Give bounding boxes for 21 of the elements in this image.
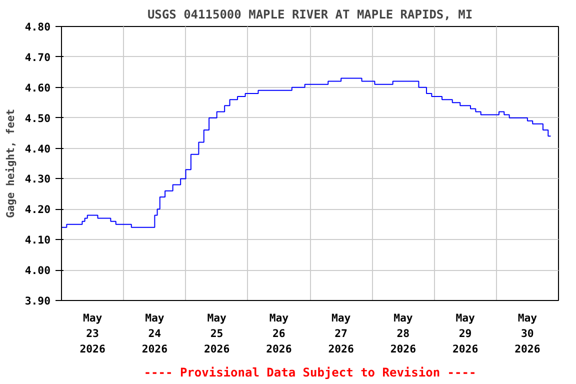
y-tick-label: 4.20: [24, 203, 51, 216]
chart-title: USGS 04115000 MAPLE RIVER AT MAPLE RAPIDS, MI: [147, 8, 473, 22]
y-tick-label: 4.00: [24, 264, 51, 278]
y-axis-title: Gage height, feet: [4, 108, 17, 218]
x-tick-label: May 25 2026: [204, 312, 230, 356]
y-tick-label: 4.70: [24, 50, 51, 64]
y-tick-label: 4.10: [24, 234, 51, 247]
x-tick-label: May 23 2026: [80, 312, 106, 356]
x-tick-label: May 27 2026: [328, 312, 354, 356]
y-tick-label: 4.80: [24, 20, 51, 34]
text: ---- Provisional Data Subject to Revision ----: [144, 366, 476, 380]
x-tick-label: May 30 2026: [514, 312, 540, 356]
y-tick-label: 3.90: [24, 294, 51, 308]
x-tick-label: May 28 2026: [390, 312, 416, 356]
y-tick-label: 4.50: [24, 112, 51, 125]
x-tick-label: May 29 2026: [452, 312, 478, 356]
y-tick-label: 4.30: [24, 172, 51, 186]
y-tick-label: 4.60: [24, 81, 51, 94]
x-tick-label: May 24 2026: [142, 312, 168, 356]
x-tick-label: May 26 2026: [266, 312, 292, 356]
y-tick-label: 4.40: [24, 142, 51, 156]
